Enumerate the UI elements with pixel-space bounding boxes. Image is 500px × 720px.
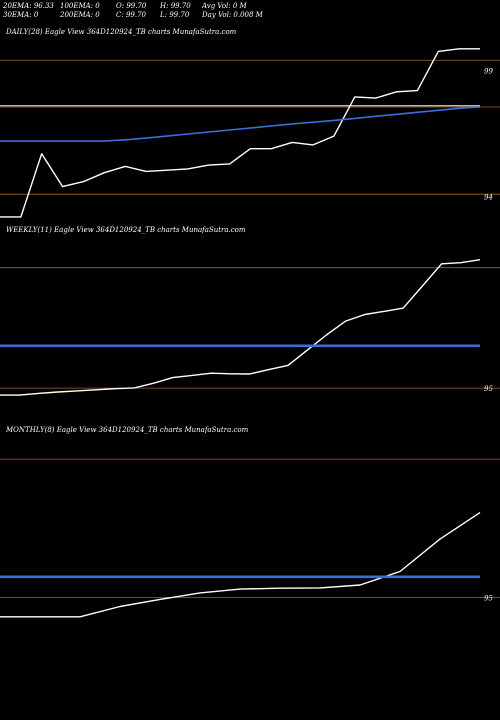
header-ema20: 20EMA: 96.33 bbox=[3, 2, 54, 10]
header-ema100: 100EMA: 0 bbox=[60, 2, 100, 10]
header-avg-vol: Avg Vol: 0 M bbox=[202, 2, 247, 10]
header-open: O: 99.70 bbox=[116, 2, 147, 10]
daily-ema-line bbox=[0, 106, 481, 142]
monthly-price-line bbox=[0, 512, 481, 618]
header-ema30: 30EMA: 0 bbox=[3, 11, 39, 19]
monthly-y-tick-label-0: 95 bbox=[484, 594, 493, 602]
daily-price-line bbox=[0, 48, 480, 218]
monthly-panel-title: MONTHLY(8) Eagle View 364D120924_TB char… bbox=[6, 426, 249, 434]
weekly-price-line bbox=[0, 259, 481, 396]
header-close: C: 99.70 bbox=[116, 11, 146, 19]
daily-panel-title: DAILY(28) Eagle View 364D120924_TB chart… bbox=[6, 28, 237, 36]
daily-y-tick-label-1: 94 bbox=[484, 194, 493, 202]
header-day-vol: Day Vol: 0.008 M bbox=[202, 11, 263, 19]
daily-y-tick-label-0: 99 bbox=[484, 67, 493, 75]
header-low: L: 99.70 bbox=[160, 11, 190, 19]
weekly-y-tick-label-0: 95 bbox=[484, 385, 493, 393]
header-ema200: 200EMA: 0 bbox=[60, 11, 100, 19]
header-high: H: 99.70 bbox=[160, 2, 191, 10]
weekly-panel-title: WEEKLY(11) Eagle View 364D120924_TB char… bbox=[6, 226, 246, 234]
